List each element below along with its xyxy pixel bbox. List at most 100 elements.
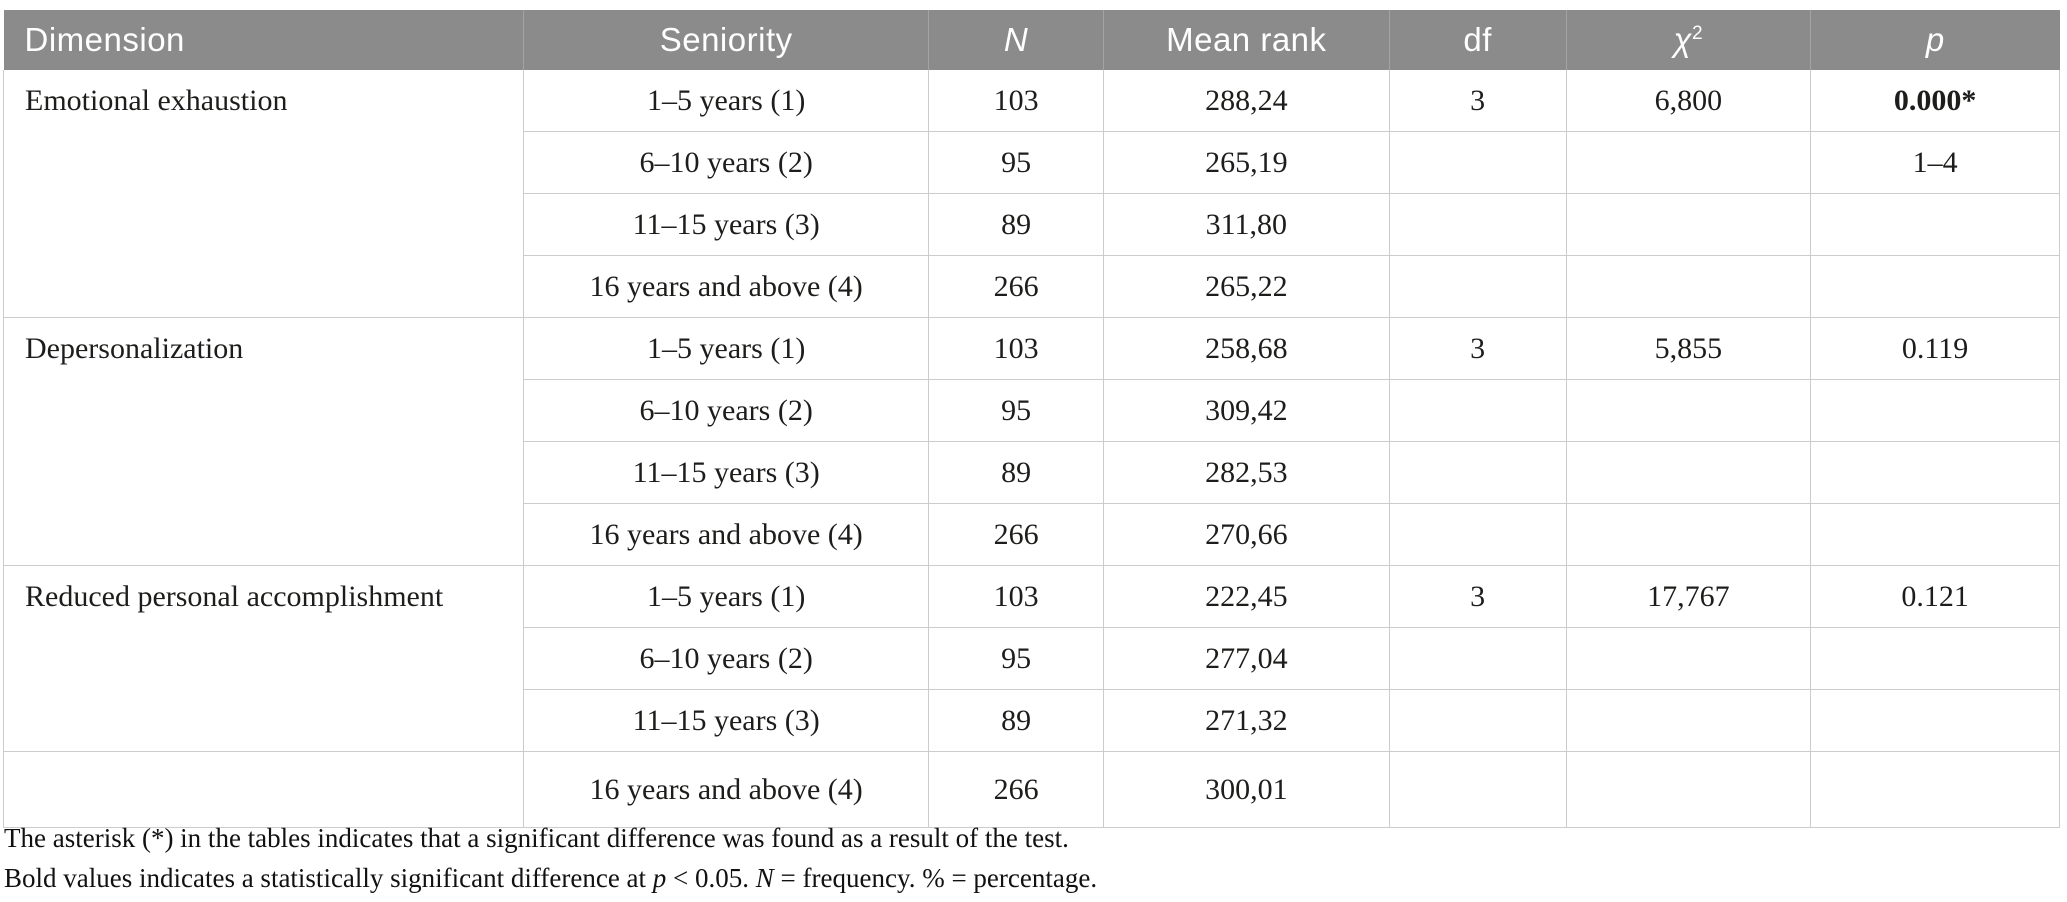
chi2-cell xyxy=(1565,255,1812,318)
chi2-cell xyxy=(1565,193,1812,256)
df-cell xyxy=(1388,689,1567,752)
mean-rank-cell: 277,04 xyxy=(1102,627,1390,690)
df-cell xyxy=(1388,627,1567,690)
table-row: 11–15 years (3) 89 311,80 xyxy=(4,193,2060,256)
column-header-n: N xyxy=(928,10,1104,70)
mean-rank-cell: 222,45 xyxy=(1102,565,1390,628)
table-row: 6–10 years (2) 95 309,42 xyxy=(4,379,2060,442)
chi2-cell: 17,767 xyxy=(1565,565,1812,628)
table-row: 6–10 years (2) 95 277,04 xyxy=(4,627,2060,690)
column-header-chi2: χ2 xyxy=(1565,10,1811,70)
column-header-label: p xyxy=(1925,21,1945,58)
column-header-dimension: Dimension xyxy=(3,10,524,70)
n-cell: 266 xyxy=(928,503,1104,566)
df-cell: 3 xyxy=(1388,70,1567,132)
column-header-label: Seniority xyxy=(659,21,793,58)
chi2-cell: 5,855 xyxy=(1565,317,1812,380)
mean-rank-cell: 311,80 xyxy=(1102,193,1390,256)
dimension-cell: Depersonalization xyxy=(2,317,525,566)
mean-rank-cell: 300,01 xyxy=(1102,751,1390,828)
chi2-cell xyxy=(1565,751,1812,828)
n-cell: 95 xyxy=(928,627,1104,690)
df-cell xyxy=(1388,751,1567,828)
footnote-text: < 0.05. xyxy=(666,863,756,893)
table-row: 16 years and above (4) 266 265,22 xyxy=(4,255,2060,318)
column-header-df: df xyxy=(1388,10,1567,70)
footnote-line: The asterisk (*) in the tables indicates… xyxy=(4,818,2054,858)
column-header-p: p xyxy=(1810,10,2060,70)
table-row: 6–10 years (2) 95 265,19 1–4 xyxy=(4,131,2060,194)
table-header: Dimension Seniority N Mean rank df χ2 p xyxy=(3,10,2060,70)
column-header-seniority: Seniority xyxy=(523,10,929,70)
table-row: 11–15 years (3) 89 271,32 xyxy=(4,689,2060,752)
p-cell xyxy=(1810,441,2060,504)
table-row: Emotional exhaustion 1–5 years (1) 103 288,… xyxy=(2,70,2060,318)
chi2-cell xyxy=(1565,689,1812,752)
statistics-table: Dimension Seniority N Mean rank df χ2 p Emotio… xyxy=(2,10,2060,828)
p-cell: 0.119 xyxy=(1810,317,2060,380)
p-cell xyxy=(1810,503,2060,566)
superscript: 2 xyxy=(1692,23,1704,44)
table-row: 11–15 years (3) 89 282,53 xyxy=(4,441,2060,504)
dimension-cell xyxy=(2,751,525,828)
seniority-cell: 6–10 years (2) xyxy=(523,627,930,690)
p-cell xyxy=(1810,627,2060,690)
column-header-label: χ xyxy=(1673,21,1693,58)
seniority-cell: 11–15 years (3) xyxy=(523,441,930,504)
df-cell xyxy=(1388,131,1567,194)
seniority-cell: 11–15 years (3) xyxy=(523,689,930,752)
mean-rank-cell: 309,42 xyxy=(1102,379,1390,442)
table-row: 16 years and above (4) 266 270,66 xyxy=(4,503,2060,566)
mean-rank-cell: 288,24 xyxy=(1102,70,1390,132)
column-header-label: Mean rank xyxy=(1166,21,1327,58)
mean-rank-cell: 258,68 xyxy=(1102,317,1390,380)
dimension-cell: Emotional exhaustion xyxy=(2,70,525,318)
column-header-mean_rank: Mean rank xyxy=(1102,10,1390,70)
p-cell xyxy=(1810,193,2060,256)
seniority-cell: 1–5 years (1) xyxy=(523,70,930,132)
seniority-cell: 6–10 years (2) xyxy=(523,131,930,194)
p-cell xyxy=(1810,751,2060,828)
n-cell: 89 xyxy=(928,441,1104,504)
p-cell xyxy=(1810,255,2060,318)
table-row: 16 years and above (4) 266 300,01 xyxy=(2,751,2060,828)
seniority-cell: 1–5 years (1) xyxy=(523,317,930,380)
chi2-cell xyxy=(1565,379,1812,442)
n-cell: 103 xyxy=(928,317,1104,380)
df-cell: 3 xyxy=(1388,565,1567,628)
column-header-label: Dimension xyxy=(24,21,185,58)
chi2-cell xyxy=(1565,627,1812,690)
n-cell: 89 xyxy=(928,193,1104,256)
p-cell: 0.000* xyxy=(1810,70,2060,132)
n-cell: 89 xyxy=(928,689,1104,752)
header-row: Dimension Seniority N Mean rank df χ2 p xyxy=(3,10,2060,70)
footnote-line: Bold values indicates a statistically si… xyxy=(4,858,2054,898)
n-cell: 103 xyxy=(928,70,1104,132)
chi2-cell: 6,800 xyxy=(1565,70,1812,132)
footnote-text: = frequency. % = percentage. xyxy=(773,863,1098,893)
p-cell xyxy=(1810,379,2060,442)
df-cell xyxy=(1388,255,1567,318)
footnote-text: The asterisk (*) in the tables indicates… xyxy=(4,823,1069,853)
table-body: Emotional exhaustion 1–5 years (1) 103 288,… xyxy=(2,70,2060,828)
dimension-cell: Reduced personal accomplishment xyxy=(2,565,525,752)
column-header-label: N xyxy=(1003,21,1029,58)
column-header-label: df xyxy=(1463,21,1492,58)
n-cell: 266 xyxy=(928,255,1104,318)
table-row: Depersonalization 1–5 years (1) 103 258,68 3… xyxy=(2,317,2060,566)
p-cell xyxy=(1810,689,2060,752)
chi2-cell xyxy=(1565,503,1812,566)
footnote-text: N xyxy=(755,863,774,893)
footnote-text: Bold values indicates a statistically si… xyxy=(4,863,653,893)
seniority-cell: 11–15 years (3) xyxy=(523,193,930,256)
seniority-cell: 16 years and above (4) xyxy=(523,255,930,318)
df-cell xyxy=(1388,503,1567,566)
df-cell xyxy=(1388,379,1567,442)
mean-rank-cell: 265,22 xyxy=(1102,255,1390,318)
mean-rank-cell: 270,66 xyxy=(1102,503,1390,566)
mean-rank-cell: 271,32 xyxy=(1102,689,1390,752)
n-cell: 103 xyxy=(928,565,1104,628)
seniority-cell: 6–10 years (2) xyxy=(523,379,930,442)
n-cell: 95 xyxy=(928,131,1104,194)
